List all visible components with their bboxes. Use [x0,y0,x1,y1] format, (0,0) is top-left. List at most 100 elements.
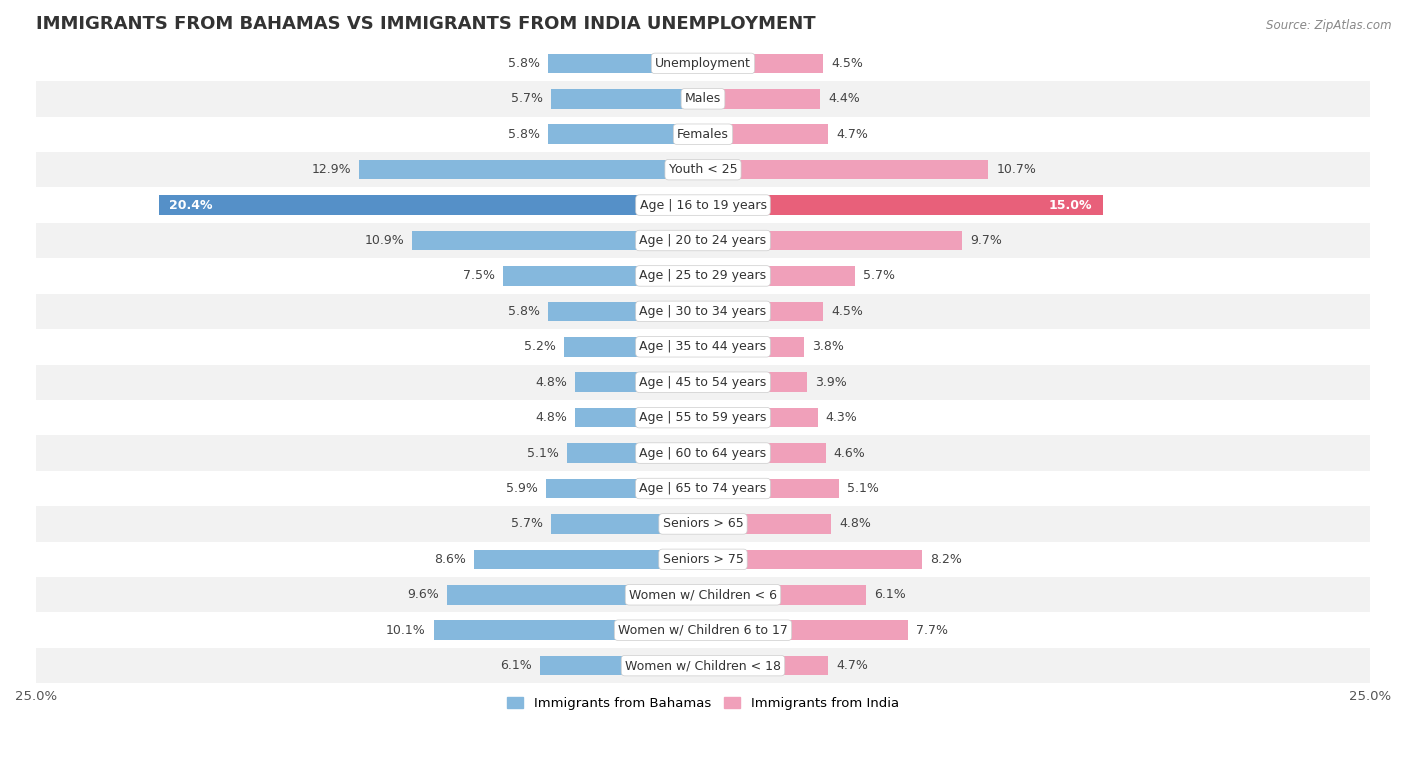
Text: 4.4%: 4.4% [828,92,860,105]
Text: 7.7%: 7.7% [917,624,949,637]
Bar [703,54,823,73]
Bar [703,372,807,392]
Text: 9.6%: 9.6% [408,588,439,601]
Bar [546,478,703,498]
Text: 20.4%: 20.4% [170,198,212,212]
Text: 5.8%: 5.8% [508,57,540,70]
Bar [703,266,855,285]
Bar [359,160,703,179]
Text: 5.9%: 5.9% [506,482,537,495]
Text: 10.1%: 10.1% [385,624,426,637]
Bar [703,514,831,534]
Text: 3.9%: 3.9% [815,375,846,388]
Text: 7.5%: 7.5% [463,269,495,282]
Legend: Immigrants from Bahamas, Immigrants from India: Immigrants from Bahamas, Immigrants from… [502,691,904,715]
Text: Age | 30 to 34 years: Age | 30 to 34 years [640,305,766,318]
Bar [548,124,703,144]
Text: 5.7%: 5.7% [510,92,543,105]
Bar [37,117,1369,152]
Bar [37,471,1369,506]
Bar [567,444,703,463]
Bar [575,372,703,392]
Bar [37,577,1369,612]
Bar [37,258,1369,294]
Text: 10.7%: 10.7% [997,164,1036,176]
Text: 5.7%: 5.7% [510,518,543,531]
Text: Women w/ Children < 6: Women w/ Children < 6 [628,588,778,601]
Text: Males: Males [685,92,721,105]
Text: 5.8%: 5.8% [508,305,540,318]
Text: Age | 65 to 74 years: Age | 65 to 74 years [640,482,766,495]
Text: Youth < 25: Youth < 25 [669,164,737,176]
Bar [37,542,1369,577]
Bar [37,223,1369,258]
Text: Females: Females [678,128,728,141]
Text: Age | 60 to 64 years: Age | 60 to 64 years [640,447,766,459]
Text: Seniors > 65: Seniors > 65 [662,518,744,531]
Text: 5.7%: 5.7% [863,269,896,282]
Text: Seniors > 75: Seniors > 75 [662,553,744,565]
Bar [703,160,988,179]
Text: 9.7%: 9.7% [970,234,1001,247]
Text: Unemployment: Unemployment [655,57,751,70]
Bar [703,478,839,498]
Bar [703,656,828,675]
Text: IMMIGRANTS FROM BAHAMAS VS IMMIGRANTS FROM INDIA UNEMPLOYMENT: IMMIGRANTS FROM BAHAMAS VS IMMIGRANTS FR… [37,15,815,33]
Bar [703,621,908,640]
Text: Age | 25 to 29 years: Age | 25 to 29 years [640,269,766,282]
Text: 4.5%: 4.5% [831,57,863,70]
Text: Women w/ Children < 18: Women w/ Children < 18 [626,659,780,672]
Bar [564,337,703,357]
Bar [703,337,804,357]
Bar [703,550,922,569]
Text: 4.7%: 4.7% [837,128,869,141]
Bar [548,301,703,321]
Text: Age | 16 to 19 years: Age | 16 to 19 years [640,198,766,212]
Bar [37,329,1369,365]
Bar [703,408,818,428]
Text: Women w/ Children 6 to 17: Women w/ Children 6 to 17 [619,624,787,637]
Text: 4.7%: 4.7% [837,659,869,672]
Text: 4.3%: 4.3% [825,411,858,424]
Text: 12.9%: 12.9% [311,164,352,176]
Text: Age | 20 to 24 years: Age | 20 to 24 years [640,234,766,247]
Bar [548,54,703,73]
Text: 4.8%: 4.8% [536,375,567,388]
Text: 4.6%: 4.6% [834,447,866,459]
Bar [37,45,1369,81]
Bar [37,188,1369,223]
Bar [37,648,1369,684]
Text: 6.1%: 6.1% [873,588,905,601]
Text: Age | 55 to 59 years: Age | 55 to 59 years [640,411,766,424]
Bar [703,89,820,108]
Bar [37,294,1369,329]
Text: 15.0%: 15.0% [1049,198,1092,212]
Bar [474,550,703,569]
Text: 6.1%: 6.1% [501,659,533,672]
Text: Age | 45 to 54 years: Age | 45 to 54 years [640,375,766,388]
Bar [703,231,962,251]
Bar [703,124,828,144]
Text: 5.1%: 5.1% [846,482,879,495]
Bar [540,656,703,675]
Bar [37,506,1369,542]
Bar [551,89,703,108]
Bar [37,365,1369,400]
Text: Age | 35 to 44 years: Age | 35 to 44 years [640,341,766,354]
Text: 4.8%: 4.8% [536,411,567,424]
Bar [433,621,703,640]
Text: 5.2%: 5.2% [524,341,557,354]
Text: 3.8%: 3.8% [813,341,844,354]
Text: 10.9%: 10.9% [364,234,404,247]
Text: 8.2%: 8.2% [929,553,962,565]
Text: 4.5%: 4.5% [831,305,863,318]
Bar [703,444,825,463]
Bar [703,301,823,321]
Bar [37,152,1369,188]
Bar [159,195,703,215]
Bar [447,585,703,605]
Bar [703,195,1104,215]
Bar [551,514,703,534]
Bar [412,231,703,251]
Text: 4.8%: 4.8% [839,518,870,531]
